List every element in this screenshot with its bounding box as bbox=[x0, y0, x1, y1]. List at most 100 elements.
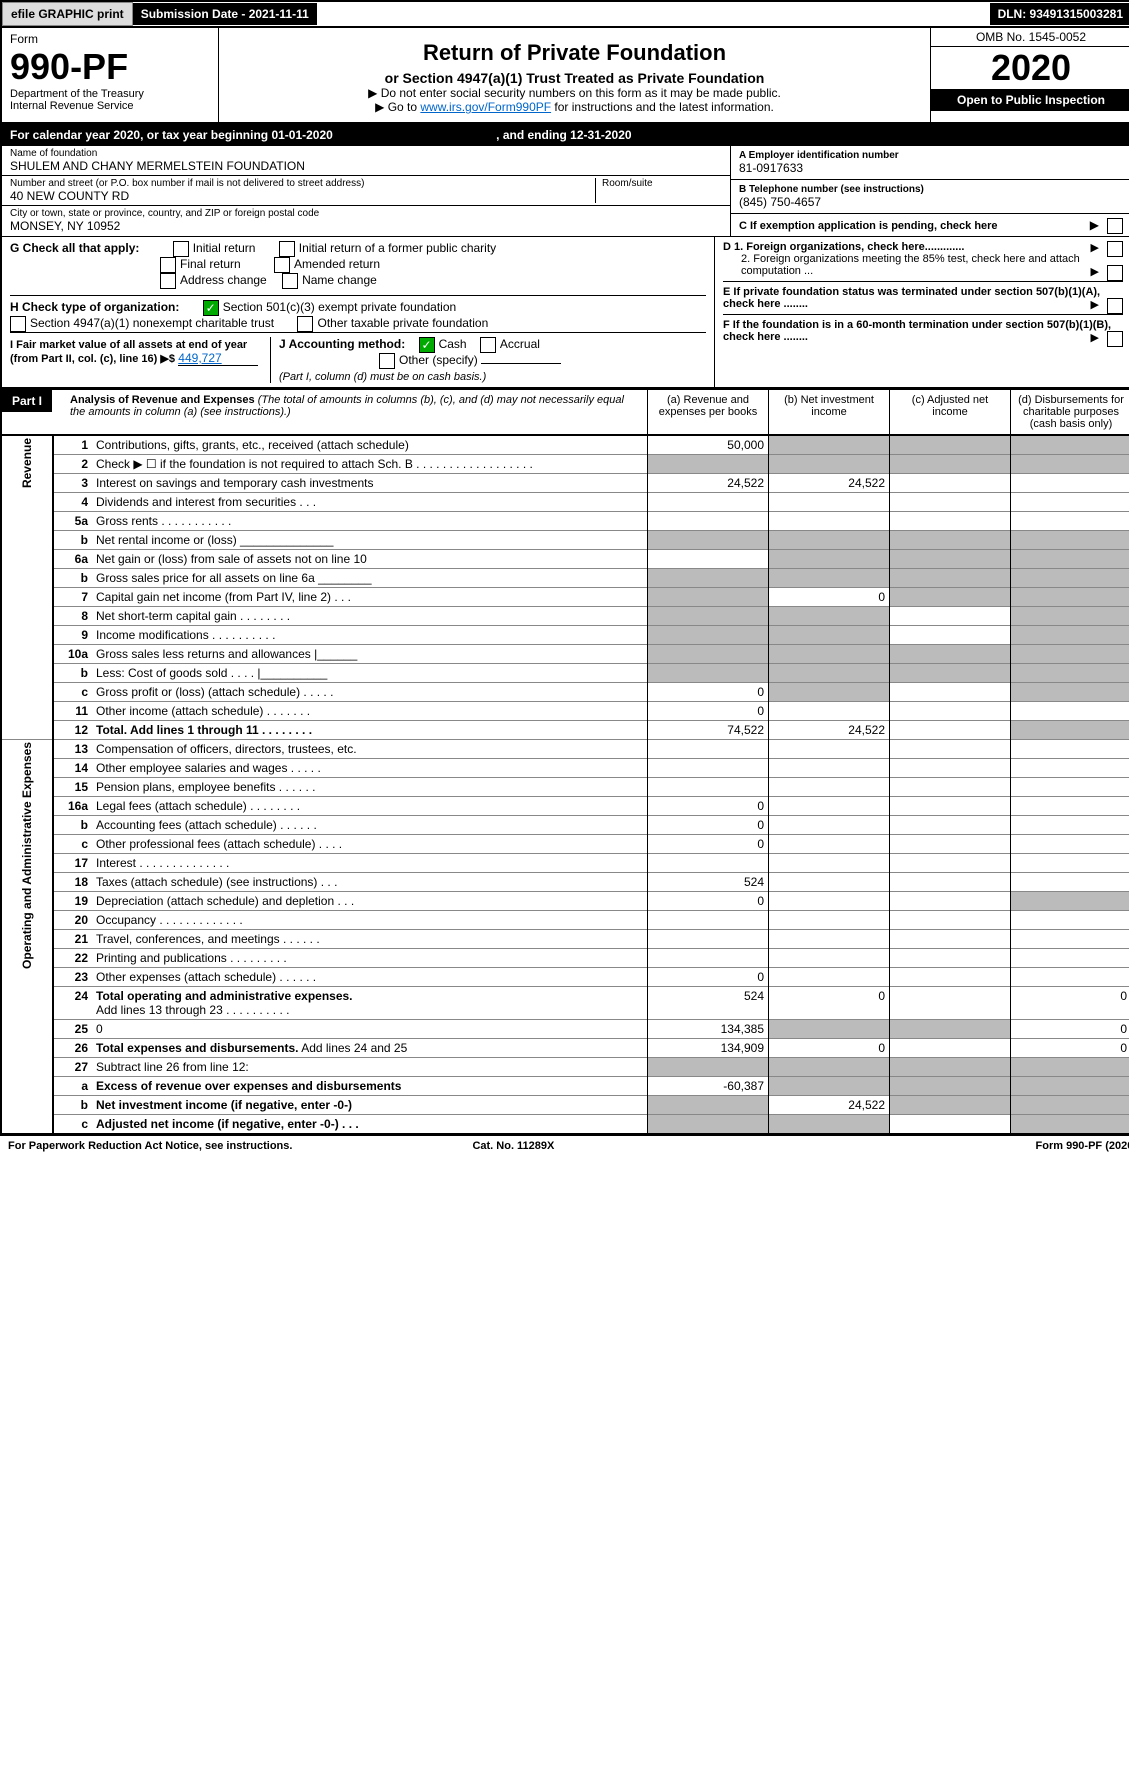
line-desc: Depreciation (attach schedule) and deple… bbox=[92, 892, 648, 911]
d1-checkbox[interactable] bbox=[1107, 241, 1123, 257]
table-row: 19Depreciation (attach schedule) and dep… bbox=[2, 892, 1129, 911]
line-cell bbox=[890, 778, 1011, 797]
address-change-checkbox[interactable] bbox=[160, 273, 176, 289]
line-cell bbox=[890, 474, 1011, 493]
dln: DLN: 93491315003281 bbox=[990, 3, 1129, 25]
form-number: 990-PF bbox=[10, 46, 210, 88]
table-row: 8Net short-term capital gain . . . . . .… bbox=[2, 607, 1129, 626]
line-cell: 0 bbox=[769, 987, 890, 1020]
line-cell bbox=[1011, 455, 1129, 474]
line-cell bbox=[648, 664, 769, 683]
efile-print-button[interactable]: efile GRAPHIC print bbox=[2, 2, 133, 26]
accrual-checkbox[interactable] bbox=[480, 337, 496, 353]
table-row: 17Interest . . . . . . . . . . . . . . bbox=[2, 854, 1129, 873]
line-cell bbox=[769, 797, 890, 816]
table-row: cOther professional fees (attach schedul… bbox=[2, 835, 1129, 854]
irs-link[interactable]: www.irs.gov/Form990PF bbox=[420, 100, 551, 114]
line-cell bbox=[1011, 835, 1129, 854]
line-number: b bbox=[53, 816, 92, 835]
table-row: 9Income modifications . . . . . . . . . … bbox=[2, 626, 1129, 645]
initial-return-checkbox[interactable] bbox=[173, 241, 189, 257]
line-cell: 0 bbox=[648, 702, 769, 721]
arrow-icon: ▶ bbox=[1091, 241, 1099, 254]
line-cell bbox=[890, 645, 1011, 664]
line-desc: Total. Add lines 1 through 11 . . . . . … bbox=[92, 721, 648, 740]
line-cell bbox=[1011, 588, 1129, 607]
501c3-checkbox[interactable]: ✓ bbox=[203, 300, 219, 316]
line-cell bbox=[1011, 664, 1129, 683]
line-cell bbox=[648, 588, 769, 607]
other-taxable-checkbox[interactable] bbox=[297, 316, 313, 332]
4947a1-checkbox[interactable] bbox=[10, 316, 26, 332]
line-desc: Total expenses and disbursements. Add li… bbox=[92, 1039, 648, 1058]
line-cell bbox=[890, 1096, 1011, 1115]
arrow-icon: ▶ bbox=[1091, 331, 1099, 344]
line-cell bbox=[1011, 968, 1129, 987]
line-cell bbox=[890, 683, 1011, 702]
c-checkbox[interactable] bbox=[1107, 218, 1123, 234]
footer-right: Form 990-PF (2020) bbox=[1036, 1140, 1129, 1152]
line-cell bbox=[1011, 569, 1129, 588]
line-number: 15 bbox=[53, 778, 92, 797]
table-row: cGross profit or (loss) (attach schedule… bbox=[2, 683, 1129, 702]
line-cell bbox=[890, 721, 1011, 740]
line-cell bbox=[890, 797, 1011, 816]
line-cell bbox=[769, 569, 890, 588]
line-number: 16a bbox=[53, 797, 92, 816]
name-change-checkbox[interactable] bbox=[282, 273, 298, 289]
line-cell bbox=[648, 911, 769, 930]
instruction-1: ▶ Do not enter social security numbers o… bbox=[227, 86, 922, 100]
footer-mid: Cat. No. 11289X bbox=[472, 1140, 554, 1152]
line-cell bbox=[1011, 1115, 1129, 1134]
line-cell bbox=[769, 759, 890, 778]
line-number: 10a bbox=[53, 645, 92, 664]
room-label: Room/suite bbox=[602, 178, 722, 189]
line-cell bbox=[1011, 911, 1129, 930]
line-cell: 524 bbox=[648, 873, 769, 892]
line-number: 13 bbox=[53, 740, 92, 759]
line-cell bbox=[648, 550, 769, 569]
line-cell: 0 bbox=[1011, 987, 1129, 1020]
line-cell bbox=[1011, 607, 1129, 626]
line-cell bbox=[890, 569, 1011, 588]
line-cell bbox=[890, 1115, 1011, 1134]
former-public-checkbox[interactable] bbox=[279, 241, 295, 257]
table-row: bNet investment income (if negative, ent… bbox=[2, 1096, 1129, 1115]
line-number: c bbox=[53, 1115, 92, 1134]
d2-checkbox[interactable] bbox=[1107, 265, 1123, 281]
line-number: 8 bbox=[53, 607, 92, 626]
amended-return-checkbox[interactable] bbox=[274, 257, 290, 273]
table-row: 27Subtract line 26 from line 12: bbox=[2, 1058, 1129, 1077]
line-cell: 24,522 bbox=[769, 721, 890, 740]
table-row: 16aLegal fees (attach schedule) . . . . … bbox=[2, 797, 1129, 816]
table-row: bAccounting fees (attach schedule) . . .… bbox=[2, 816, 1129, 835]
line-desc: Printing and publications . . . . . . . … bbox=[92, 949, 648, 968]
line-cell bbox=[1011, 702, 1129, 721]
line-desc: Net rental income or (loss) ____________… bbox=[92, 531, 648, 550]
line-cell bbox=[890, 436, 1011, 455]
cash-checkbox[interactable]: ✓ bbox=[419, 337, 435, 353]
line-cell bbox=[648, 778, 769, 797]
e-checkbox[interactable] bbox=[1107, 298, 1123, 314]
line-cell: 0 bbox=[648, 835, 769, 854]
line-number: a bbox=[53, 1077, 92, 1096]
line-desc: Travel, conferences, and meetings . . . … bbox=[92, 930, 648, 949]
line-cell bbox=[769, 493, 890, 512]
line-desc: Other income (attach schedule) . . . . .… bbox=[92, 702, 648, 721]
table-row: 250134,3850 bbox=[2, 1020, 1129, 1039]
line-number: 19 bbox=[53, 892, 92, 911]
fmv-value[interactable]: 449,727 bbox=[178, 351, 258, 366]
ein: 81-0917633 bbox=[739, 161, 1123, 175]
line-number: 25 bbox=[53, 1020, 92, 1039]
f-checkbox[interactable] bbox=[1107, 331, 1123, 347]
other-method-checkbox[interactable] bbox=[379, 353, 395, 369]
final-return-checkbox[interactable] bbox=[160, 257, 176, 273]
line-cell bbox=[648, 759, 769, 778]
form-title: Return of Private Foundation bbox=[227, 40, 922, 66]
line-cell bbox=[648, 455, 769, 474]
line-cell bbox=[890, 550, 1011, 569]
line-number: 27 bbox=[53, 1058, 92, 1077]
arrow-icon: ▶ bbox=[1091, 298, 1099, 311]
line-cell: 24,522 bbox=[769, 1096, 890, 1115]
table-row: 5aGross rents . . . . . . . . . . . bbox=[2, 512, 1129, 531]
